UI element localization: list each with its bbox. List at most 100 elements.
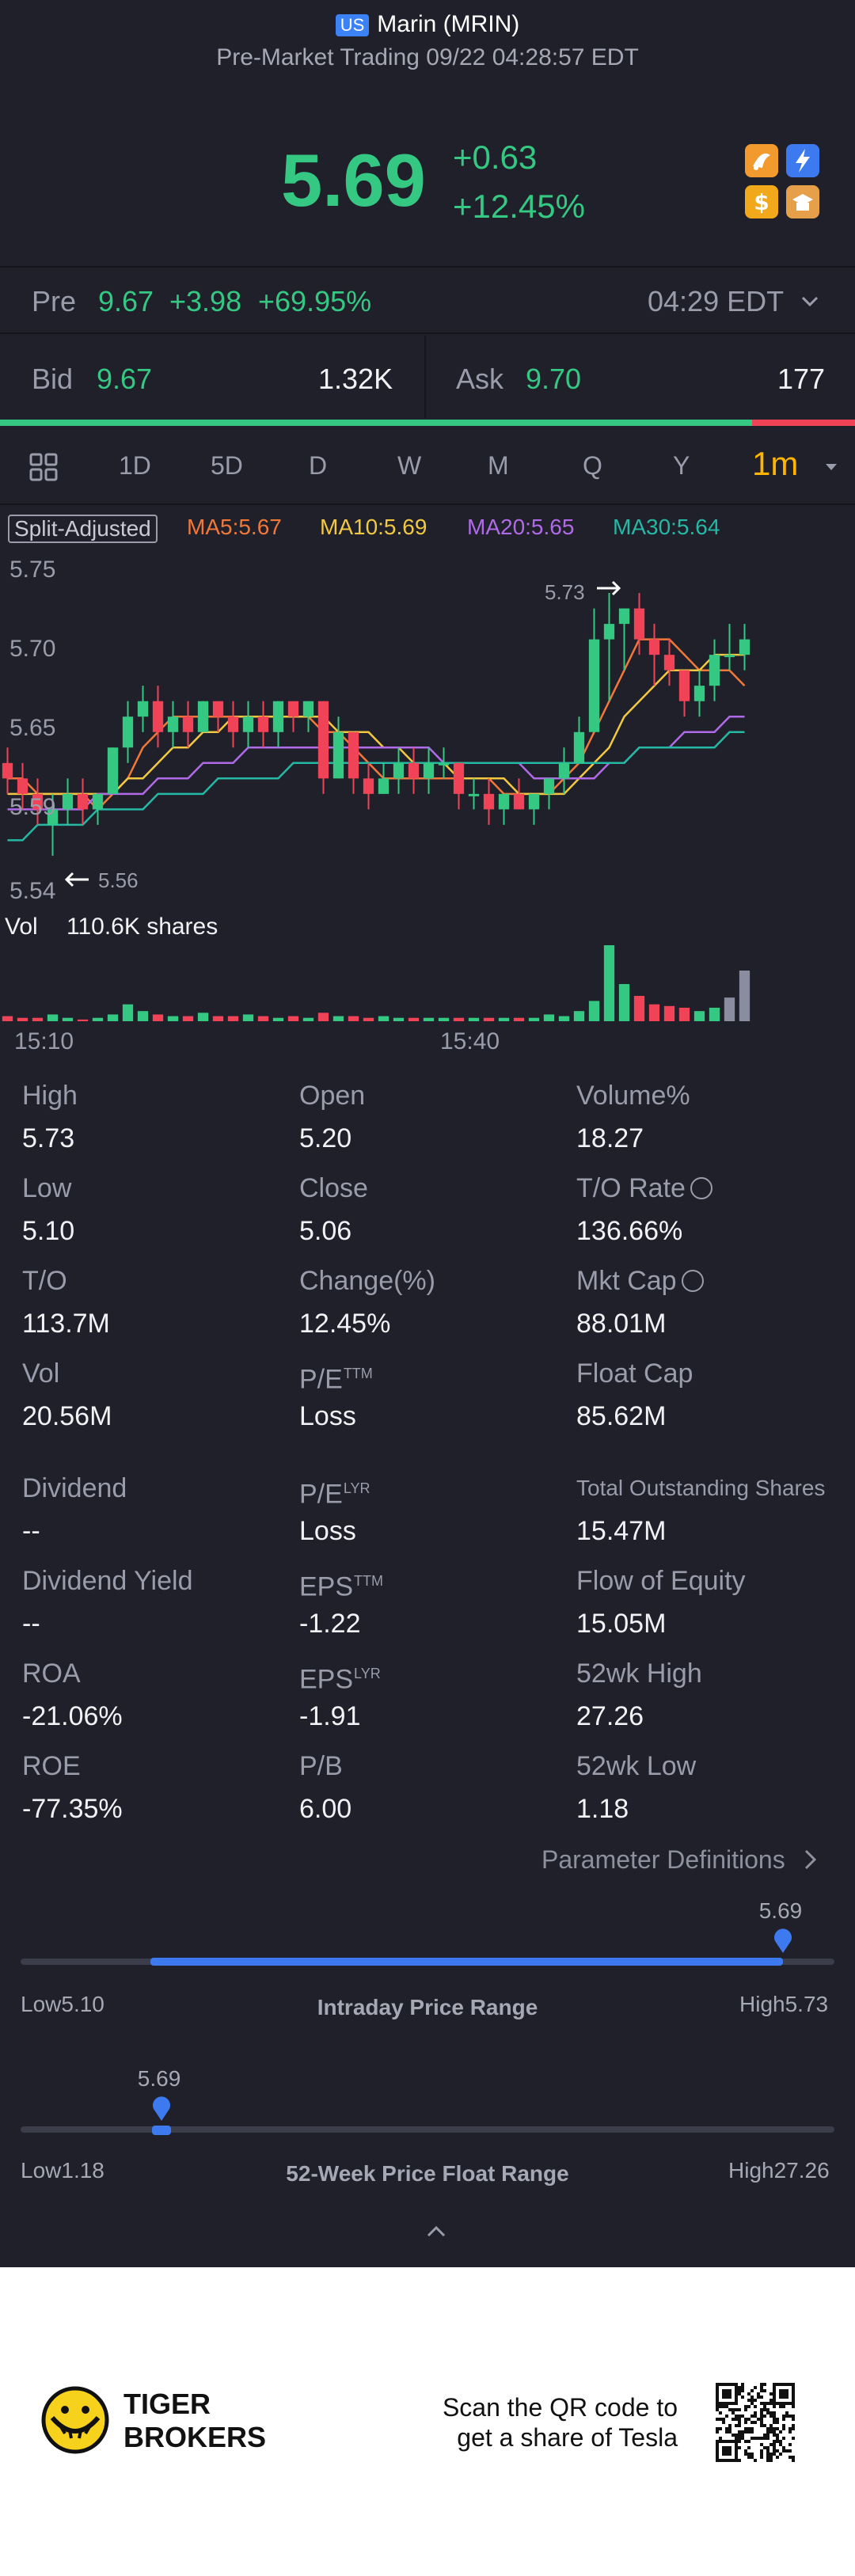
price-change: +0.63 xyxy=(453,139,538,176)
volume-bar xyxy=(122,1004,134,1021)
stat-label: EPSTTM xyxy=(299,1563,383,1604)
volume-bar xyxy=(287,1016,299,1021)
volume-bar xyxy=(32,1017,44,1021)
chevron-down-icon[interactable] xyxy=(798,290,822,317)
volume-bar xyxy=(92,1017,104,1021)
chevron-up-icon[interactable] xyxy=(424,2221,448,2244)
candle xyxy=(77,778,89,825)
flash-icon[interactable] xyxy=(786,144,819,177)
candle xyxy=(122,701,134,763)
candle xyxy=(62,778,74,825)
qr-code-icon xyxy=(716,2383,795,2462)
candle xyxy=(483,778,495,825)
volume-bar xyxy=(2,1016,13,1021)
brand-line1: TIGER xyxy=(124,2388,211,2420)
chevron-right-icon[interactable] xyxy=(798,1846,822,1877)
intraday-low-label: Low5.10 xyxy=(21,1992,104,2016)
stat-label-text: Vol xyxy=(22,1358,60,1389)
stat-label: EPSLYR xyxy=(299,1656,381,1696)
volume-bar xyxy=(739,971,750,1021)
week52-range-track xyxy=(21,2126,834,2133)
stat-label-text: P/E xyxy=(299,1364,343,1395)
stat-value: 5.10 xyxy=(22,1216,75,1246)
bid-label: Bid xyxy=(32,363,74,395)
volume-bar xyxy=(709,1007,720,1021)
candle xyxy=(152,686,164,748)
ma10-line xyxy=(7,653,745,796)
candle xyxy=(739,624,750,671)
stat-value: 5.73 xyxy=(22,1123,75,1153)
tab-1m[interactable]: 1m xyxy=(752,445,799,482)
volume-bar xyxy=(483,1017,495,1021)
volume-bar xyxy=(47,1014,59,1021)
stat-value: -21.06% xyxy=(22,1701,123,1731)
stat-label: Open xyxy=(299,1078,365,1113)
tab-w[interactable]: W xyxy=(397,451,422,480)
candle xyxy=(528,793,540,825)
stat-label-text: Open xyxy=(299,1081,366,1111)
candle xyxy=(137,686,149,732)
volume-bar xyxy=(588,1001,600,1021)
stat-label: Volume% xyxy=(576,1078,690,1113)
candle xyxy=(588,608,600,732)
education-icon[interactable] xyxy=(786,185,819,218)
candlestick-chart[interactable] xyxy=(0,546,855,895)
stat-value: Loss xyxy=(299,1401,356,1431)
stat-label-text: Change(%) xyxy=(299,1266,435,1296)
more-info-icon[interactable] xyxy=(681,1270,704,1293)
ask-price: 9.70 xyxy=(526,363,582,395)
stat-label: ROA xyxy=(22,1656,81,1691)
stat-value: 5.20 xyxy=(299,1123,352,1153)
stat-label: Low xyxy=(22,1171,71,1206)
tab-m[interactable]: M xyxy=(488,451,509,480)
dollar-icon[interactable]: $ xyxy=(745,185,778,218)
premarket-label: Pre xyxy=(32,285,77,317)
premarket-time[interactable]: 04:29 EDT xyxy=(648,285,785,317)
stat-label: 52wk Low xyxy=(576,1749,696,1784)
tab-q[interactable]: Q xyxy=(583,451,602,480)
volume-bar xyxy=(17,1017,28,1021)
candle xyxy=(648,624,660,686)
candle xyxy=(393,747,405,794)
candle xyxy=(438,747,450,779)
tab-d[interactable]: D xyxy=(309,451,328,480)
country-badge: US xyxy=(335,14,370,37)
tab-1d[interactable]: 1D xyxy=(119,451,151,480)
bid-ask-divider xyxy=(424,336,426,418)
stat-label: Float Cap xyxy=(576,1356,693,1391)
candle xyxy=(408,747,420,794)
premarket-change: +3.98 xyxy=(169,285,242,317)
ma30-line xyxy=(7,731,745,842)
tab-5d[interactable]: 5D xyxy=(211,451,243,480)
tab-y[interactable]: Y xyxy=(673,451,690,480)
stat-label: T/O xyxy=(22,1263,67,1298)
y-tick-label: 5.70 xyxy=(10,636,56,662)
candle xyxy=(378,762,390,794)
volume-bar xyxy=(227,1016,239,1021)
split-adjusted-toggle[interactable]: Split-Adjusted xyxy=(8,515,158,543)
rocket-icon[interactable] xyxy=(745,144,778,177)
parameter-definitions-link[interactable]: Parameter Definitions xyxy=(542,1845,785,1874)
stat-label-text: P/E xyxy=(299,1479,343,1510)
layout-grid-icon[interactable] xyxy=(28,451,60,487)
stat-label: Close xyxy=(299,1171,368,1206)
y-tick-label: 5.59 xyxy=(10,794,56,820)
more-info-icon[interactable] xyxy=(690,1177,712,1200)
volume-bar xyxy=(197,1013,209,1021)
y-tick-label: 5.75 xyxy=(10,557,56,583)
candle xyxy=(32,778,44,825)
footer-banner: TIGER BROKERS Scan the QR code to get a … xyxy=(0,2267,855,2576)
last-price: 5.69 xyxy=(281,139,426,222)
candle xyxy=(212,701,224,732)
caret-down-icon[interactable] xyxy=(823,459,839,479)
brand-line2: BROKERS xyxy=(124,2421,267,2453)
volume-bar xyxy=(513,1017,525,1021)
stat-label-text: EPS xyxy=(299,1571,354,1602)
candle xyxy=(453,762,465,810)
volume-chart[interactable] xyxy=(0,940,855,1023)
stat-label: Dividend Yield xyxy=(22,1563,192,1598)
volume-bar xyxy=(468,1017,480,1021)
price-change-percent: +12.45% xyxy=(453,188,585,225)
ask-size: 177 xyxy=(777,363,826,395)
bid-ratio-fill xyxy=(0,420,753,426)
